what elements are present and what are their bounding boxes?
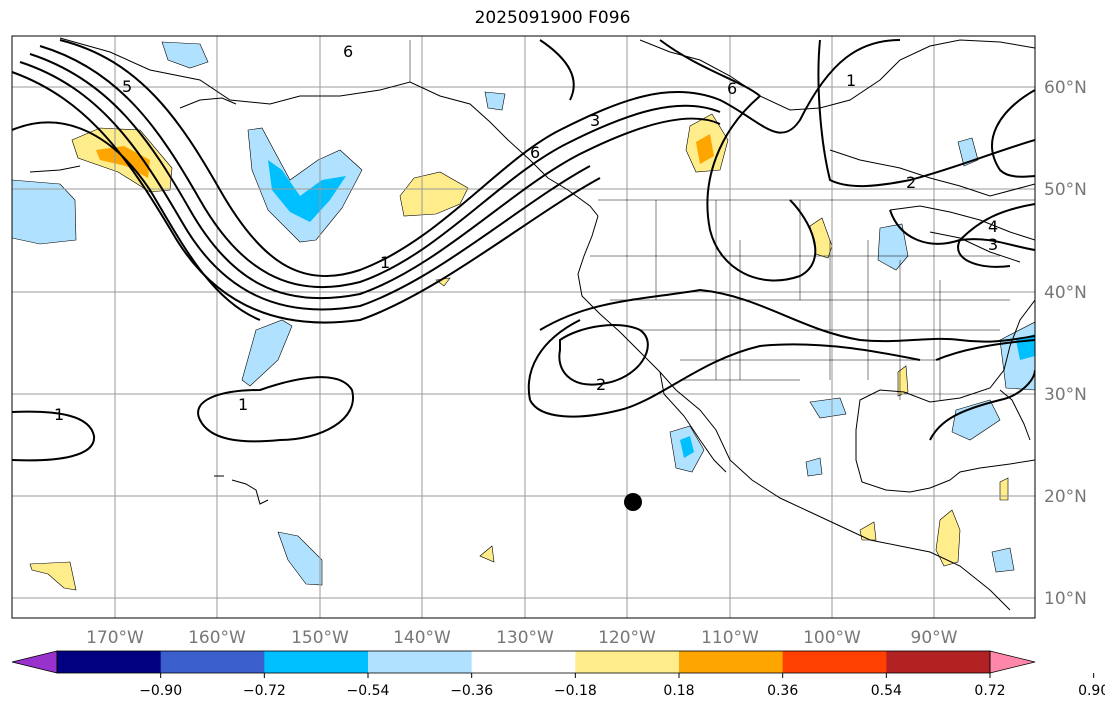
negative-anomaly-area: [161, 41, 209, 69]
contour-label: 1: [238, 395, 248, 414]
colorbar-tick-label: 0.72: [974, 683, 1005, 699]
svg-text:40°N: 40°N: [1044, 283, 1087, 303]
negative-anomaly-area: [12, 179, 77, 245]
colorbar: [11, 650, 1036, 674]
negative-anomaly-area: [805, 457, 823, 477]
gridlines: [12, 36, 1035, 618]
positive-anomaly-area: [479, 545, 495, 563]
negative-anomaly-area: [241, 319, 293, 387]
contour-label: 1: [54, 405, 64, 424]
contour-label: 6: [727, 79, 737, 98]
latitude-labels: 60°N 50°N 40°N 30°N 20°N 10°N: [1044, 78, 1087, 609]
svg-text:130°W: 130°W: [496, 628, 554, 648]
colorbar-tick-label: 0.36: [767, 683, 798, 699]
colorbar-segment: [575, 651, 680, 673]
negative-anomaly-area: [484, 91, 506, 111]
contour-label: 2: [906, 173, 916, 192]
colorbar-tick-label: −0.90: [139, 683, 182, 699]
map-title: 2025091900 F096: [474, 8, 631, 28]
colorbar-tick-label: 0.18: [663, 683, 694, 699]
svg-text:150°W: 150°W: [291, 628, 349, 648]
longitude-labels: 170°W 160°W 150°W 140°W 130°W 120°W 110°…: [86, 628, 958, 648]
colorbar-ticks: −0.90 −0.72 −0.54 −0.36 −0.18 0.18 0.36 0.54 0.7…: [139, 673, 1105, 699]
colorbar-segment: [471, 651, 576, 673]
colorbar-segment: [57, 651, 162, 673]
positive-anomaly-area: [897, 365, 909, 397]
positive-anomaly-area: [399, 171, 469, 217]
contour-label: 1: [380, 253, 390, 272]
colorbar-tick-label: −0.72: [243, 683, 286, 699]
colorbar-tick-label: −0.36: [450, 683, 493, 699]
colorbar-extend-max: [989, 650, 1036, 674]
colorbar-segment: [160, 651, 265, 673]
negative-anomaly-area: [951, 399, 1001, 441]
svg-text:100°W: 100°W: [803, 628, 861, 648]
contour-label: 6: [343, 42, 353, 61]
positive-anomaly-area: [96, 146, 150, 178]
colorbar-segment: [264, 651, 369, 673]
positive-anomaly-area: [696, 134, 714, 164]
map-frame: [11, 35, 1036, 619]
contour-label: 2: [596, 375, 606, 394]
svg-text:90°W: 90°W: [911, 628, 958, 648]
contour-label: 4: [988, 217, 998, 236]
contour-label: 6: [530, 143, 540, 162]
colorbar-segment: [782, 651, 887, 673]
coastlines: [29, 37, 1035, 611]
contour-label: 1: [846, 71, 856, 90]
colorbar-tick-label: −0.18: [554, 683, 597, 699]
negative-anomaly-area: [268, 160, 346, 222]
contour-label-group: 6 5 1 1 1 3 6 1 2 3 4 2 6: [54, 42, 998, 424]
svg-text:10°N: 10°N: [1044, 589, 1087, 609]
contour-label: 5: [122, 77, 132, 96]
colorbar-segment: [679, 651, 784, 673]
contour-lines: [12, 39, 1035, 462]
anomaly-shading: [12, 41, 1035, 591]
negative-anomaly-area: [277, 531, 323, 586]
colorbar-segment: [886, 651, 991, 673]
colorbar-tick-label: 0.54: [871, 683, 902, 699]
svg-text:50°N: 50°N: [1044, 180, 1087, 200]
negative-anomaly-area: [991, 547, 1015, 573]
colorbar-segment: [368, 651, 473, 673]
colorbar-tick-label: 0.90: [1078, 683, 1105, 699]
svg-text:60°N: 60°N: [1044, 78, 1087, 98]
svg-text:120°W: 120°W: [598, 628, 656, 648]
svg-text:110°W: 110°W: [701, 628, 759, 648]
positive-anomaly-area: [859, 521, 877, 541]
colorbar-tick-label: −0.54: [347, 683, 390, 699]
map-area: [12, 36, 1035, 618]
svg-text:140°W: 140°W: [393, 628, 451, 648]
svg-text:160°W: 160°W: [188, 628, 246, 648]
negative-anomaly-area: [957, 137, 979, 167]
svg-text:20°N: 20°N: [1044, 487, 1087, 507]
storm-center-dot: [624, 493, 642, 511]
state-borders: [409, 40, 1035, 400]
svg-text:170°W: 170°W: [86, 628, 144, 648]
positive-anomaly-area: [999, 477, 1009, 501]
svg-text:30°N: 30°N: [1044, 385, 1087, 405]
negative-anomaly-area: [680, 436, 694, 458]
contour-label: 3: [988, 235, 998, 254]
positive-anomaly-area: [29, 561, 77, 591]
negative-anomaly-area: [809, 397, 847, 419]
colorbar-extend-min: [11, 650, 58, 674]
positive-anomaly-area: [935, 509, 961, 567]
contour-label: 3: [590, 111, 600, 130]
colorbar-outline: [56, 650, 991, 674]
